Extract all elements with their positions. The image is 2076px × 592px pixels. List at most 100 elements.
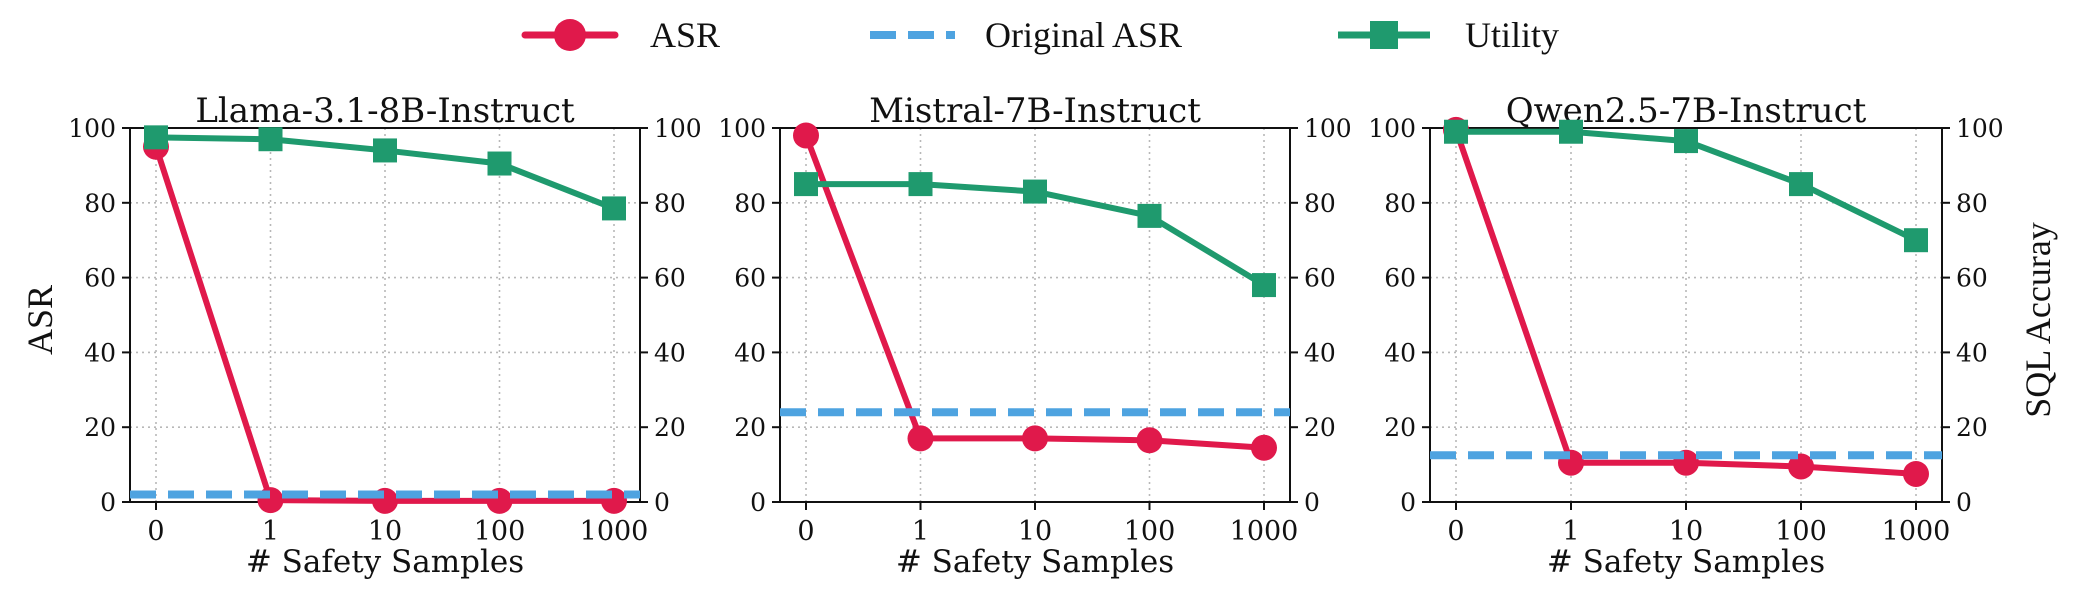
- ytick-label-left: 60: [734, 264, 766, 293]
- asr-point: [1788, 453, 1814, 480]
- ytick-label-right: 40: [654, 338, 686, 367]
- ytick-label-right: 100: [654, 114, 702, 143]
- ytick-label-left: 20: [734, 413, 766, 442]
- legend-asr-label: ASR: [650, 15, 720, 55]
- series-asr: [143, 133, 627, 514]
- utility-point: [487, 151, 512, 176]
- legend-original-asr-label: Original ASR: [985, 15, 1182, 55]
- panel-title: Mistral-7B-Instruct: [869, 91, 1201, 131]
- ytick-label-left: 80: [1384, 189, 1416, 218]
- panel-title: Llama-3.1-8B-Instruct: [195, 91, 575, 131]
- x-axis-label: # Safety Samples: [1547, 544, 1825, 580]
- series-asr: [1443, 116, 1929, 487]
- panel-0: Llama-3.1-8B-Instruct 0 0 20 20 40 40 60 60 80 80 1…: [68, 91, 701, 580]
- series-utility: [144, 125, 626, 221]
- ytick-label-right: 20: [1304, 413, 1336, 442]
- ytick-label-left: 100: [68, 114, 116, 143]
- ytick-label-left: 40: [1384, 338, 1416, 367]
- ytick-label-left: 40: [734, 338, 766, 367]
- ytick-label-right: 0: [1956, 488, 1972, 517]
- ytick-label-right: 80: [1956, 189, 1988, 218]
- legend-asr-marker: [554, 19, 586, 51]
- xtick-label: 10: [368, 516, 402, 547]
- ytick-label-left: 60: [84, 264, 116, 293]
- legend-utility-label: Utility: [1465, 15, 1559, 55]
- ytick-label-right: 20: [1956, 413, 1988, 442]
- utility-point: [1674, 129, 1698, 154]
- ytick-label-right: 20: [654, 413, 686, 442]
- series-asr: [793, 122, 1277, 461]
- asr-point: [1136, 427, 1163, 454]
- ytick-label-left: 0: [100, 488, 116, 517]
- utility-point: [602, 196, 626, 221]
- xtick-label: 0: [147, 516, 164, 547]
- utility-point: [1252, 273, 1276, 298]
- x-axis-label: # Safety Samples: [246, 544, 524, 580]
- xtick-label: 10: [1018, 516, 1052, 547]
- ytick-label-left: 40: [84, 338, 116, 367]
- ytick-label-left: 20: [1384, 413, 1416, 442]
- xtick-label: 100: [1124, 516, 1176, 547]
- xtick-label: 100: [1775, 516, 1827, 547]
- utility-point: [1559, 119, 1583, 144]
- ytick-label-left: 80: [84, 189, 116, 218]
- xtick-label: 1000: [580, 516, 649, 547]
- xtick-label: 1000: [1882, 516, 1951, 547]
- legend-item-original-asr: Original ASR: [870, 15, 1182, 55]
- ytick-label-right: 80: [1304, 189, 1336, 218]
- ytick-label-left: 100: [1368, 114, 1416, 143]
- xtick-label: 100: [474, 516, 526, 547]
- ytick-label-right: 60: [1304, 264, 1336, 293]
- ytick-label-right: 40: [1304, 338, 1336, 367]
- ytick-label-right: 80: [654, 189, 686, 218]
- asr-point: [907, 425, 934, 452]
- xtick-label: 0: [797, 516, 814, 547]
- xtick-label: 10: [1669, 516, 1703, 547]
- ytick-label-right: 100: [1304, 114, 1352, 143]
- asr-point: [1022, 425, 1048, 452]
- legend-utility-marker: [1370, 21, 1398, 49]
- xtick-label: 1: [912, 516, 929, 547]
- utility-point: [908, 172, 933, 197]
- series-utility: [794, 172, 1276, 298]
- utility-point: [794, 172, 818, 197]
- utility-point: [1904, 228, 1928, 253]
- xtick-label: 1: [262, 516, 279, 547]
- xtick-label: 1000: [1230, 516, 1299, 547]
- x-axis-label: # Safety Samples: [896, 544, 1174, 580]
- ytick-label-left: 100: [718, 114, 766, 143]
- legend-item-asr: ASR: [521, 15, 720, 55]
- ytick-label-right: 40: [1956, 338, 1988, 367]
- series-utility: [1444, 119, 1928, 253]
- legend: ASR Original ASR Utility: [521, 15, 1559, 55]
- ytick-label-right: 60: [654, 264, 686, 293]
- left-axis-ylabel: ASR: [20, 285, 60, 355]
- right-axis-ylabel: SQL Accuray: [2018, 222, 2058, 418]
- utility-point: [1137, 203, 1162, 228]
- utility-point: [1789, 172, 1813, 197]
- ytick-label-right: 100: [1956, 114, 2004, 143]
- ytick-label-left: 20: [84, 413, 116, 442]
- ytick-label-left: 80: [734, 189, 766, 218]
- xtick-label: 1: [1562, 516, 1579, 547]
- asr-point: [1251, 434, 1277, 461]
- asr-point: [793, 122, 819, 149]
- panels: Llama-3.1-8B-Instruct 0 0 20 20 40 40 60 60 80 80 1…: [68, 91, 2003, 580]
- utility-point: [1444, 119, 1468, 144]
- asr-point: [1903, 460, 1929, 487]
- xtick-label: 0: [1447, 516, 1464, 547]
- utility-point: [258, 127, 283, 152]
- utility-point: [373, 138, 397, 163]
- legend-item-utility: Utility: [1338, 15, 1559, 55]
- ytick-label-left: 0: [1400, 488, 1416, 517]
- utility-point: [144, 125, 168, 150]
- ytick-label-right: 0: [654, 488, 670, 517]
- utility-point: [1023, 179, 1047, 204]
- ytick-label-left: 60: [1384, 264, 1416, 293]
- ytick-label-left: 0: [750, 488, 766, 517]
- ytick-label-right: 0: [1304, 488, 1320, 517]
- ytick-label-right: 60: [1956, 264, 1988, 293]
